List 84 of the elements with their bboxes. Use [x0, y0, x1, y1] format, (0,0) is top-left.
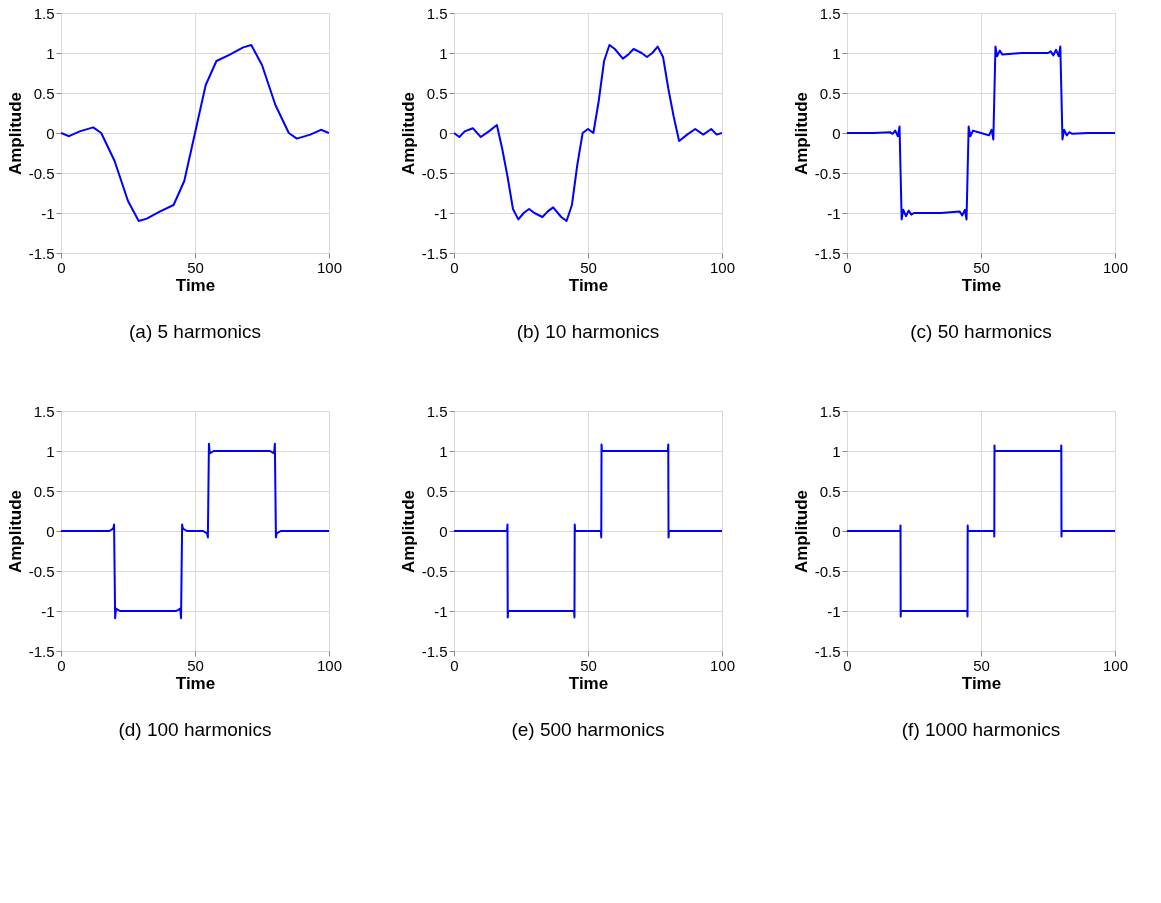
line-series: [61, 442, 329, 620]
y-tick-label: 1: [832, 44, 841, 62]
y-axis-title: Amplitude: [398, 91, 418, 176]
y-tick-label: -1: [434, 602, 448, 620]
y-axis-title: Amplitude: [5, 489, 25, 574]
y-tick-label: 0: [832, 124, 841, 142]
y-tick-label: 0: [439, 522, 448, 540]
y-tick-label: 0.5: [426, 482, 448, 500]
y-tick-label: 0.5: [819, 482, 841, 500]
x-axis-title: Time: [568, 275, 609, 295]
x-tick-label: 100: [709, 258, 736, 276]
text: (c) 50 harmonics: [910, 321, 1052, 342]
y-tick-label: -0.5: [28, 562, 55, 580]
x-tick-label: 100: [1102, 656, 1129, 674]
y-tick-label: -0.5: [421, 164, 448, 182]
y-tick-label: -1.5: [814, 244, 841, 262]
line-series: [454, 443, 722, 619]
y-tick-label: 1: [439, 442, 448, 460]
y-axis-title: Amplitude: [791, 91, 811, 176]
y-tick-label: -1.5: [421, 642, 448, 660]
x-axis-title: Time: [568, 673, 609, 693]
y-tick-label: -0.5: [814, 164, 841, 182]
text: (d) 100 harmonics: [118, 719, 272, 740]
y-tick-label: 0: [46, 522, 55, 540]
y-tick-label: -0.5: [421, 562, 448, 580]
x-tick-label: 50: [580, 258, 597, 276]
y-tick-label: -1: [827, 204, 841, 222]
y-tick-label: -1: [827, 602, 841, 620]
x-tick-label: 100: [316, 258, 343, 276]
y-tick-label: 1.5: [426, 402, 448, 420]
y-tick-label: -1.5: [28, 642, 55, 660]
text: (e) 500 harmonics: [511, 719, 665, 740]
y-tick-label: -1.5: [28, 244, 55, 262]
y-tick-label: 0.5: [819, 84, 841, 102]
x-tick-label: 0: [57, 656, 66, 674]
x-tick-label: 50: [187, 656, 204, 674]
y-tick-label: -1.5: [814, 642, 841, 660]
text: (f) 1000 harmonics: [901, 719, 1061, 740]
y-tick-label: 0: [832, 522, 841, 540]
x-tick-label: 0: [843, 258, 852, 276]
line-series: [847, 444, 1115, 618]
x-tick-label: 100: [709, 656, 736, 674]
y-axis-title: Amplitude: [5, 91, 25, 176]
text: (a) 5 harmonics: [129, 321, 261, 342]
x-tick-label: 50: [973, 656, 990, 674]
y-tick-label: 0: [439, 124, 448, 142]
y-tick-label: 1: [46, 442, 55, 460]
y-tick-label: 1.5: [819, 402, 841, 420]
x-tick-label: 100: [316, 656, 343, 674]
y-tick-label: 1.5: [819, 4, 841, 22]
y-tick-label: 1.5: [33, 4, 55, 22]
y-tick-label: 1.5: [426, 4, 448, 22]
x-tick-label: 50: [973, 258, 990, 276]
y-tick-label: 1: [832, 442, 841, 460]
x-axis-title: Time: [175, 275, 216, 295]
y-tick-label: 1: [439, 44, 448, 62]
x-tick-label: 100: [1102, 258, 1129, 276]
y-tick-label: -0.5: [28, 164, 55, 182]
x-tick-label: 0: [843, 656, 852, 674]
x-axis-title: Time: [961, 275, 1002, 295]
x-tick-label: 50: [187, 258, 204, 276]
y-tick-label: -1: [434, 204, 448, 222]
text: (b) 10 harmonics: [516, 321, 660, 342]
x-tick-label: 0: [57, 258, 66, 276]
y-tick-label: 1.5: [33, 402, 55, 420]
y-tick-label: 1: [46, 44, 55, 62]
x-tick-label: 0: [450, 258, 459, 276]
x-axis-title: Time: [961, 673, 1002, 693]
y-tick-label: -0.5: [814, 562, 841, 580]
y-tick-label: 0.5: [33, 482, 55, 500]
y-tick-label: 0.5: [33, 84, 55, 102]
x-axis-title: Time: [175, 673, 216, 693]
line-series: [454, 44, 722, 222]
y-axis-title: Amplitude: [398, 489, 418, 574]
y-tick-label: -1: [41, 204, 55, 222]
y-tick-label: -1: [41, 602, 55, 620]
y-tick-label: 0: [46, 124, 55, 142]
y-axis-title: Amplitude: [791, 489, 811, 574]
x-tick-label: 50: [580, 656, 597, 674]
y-tick-label: 0.5: [426, 84, 448, 102]
line-series: [61, 44, 329, 222]
x-tick-label: 0: [450, 656, 459, 674]
y-tick-label: -1.5: [421, 244, 448, 262]
line-series: [847, 45, 1115, 221]
